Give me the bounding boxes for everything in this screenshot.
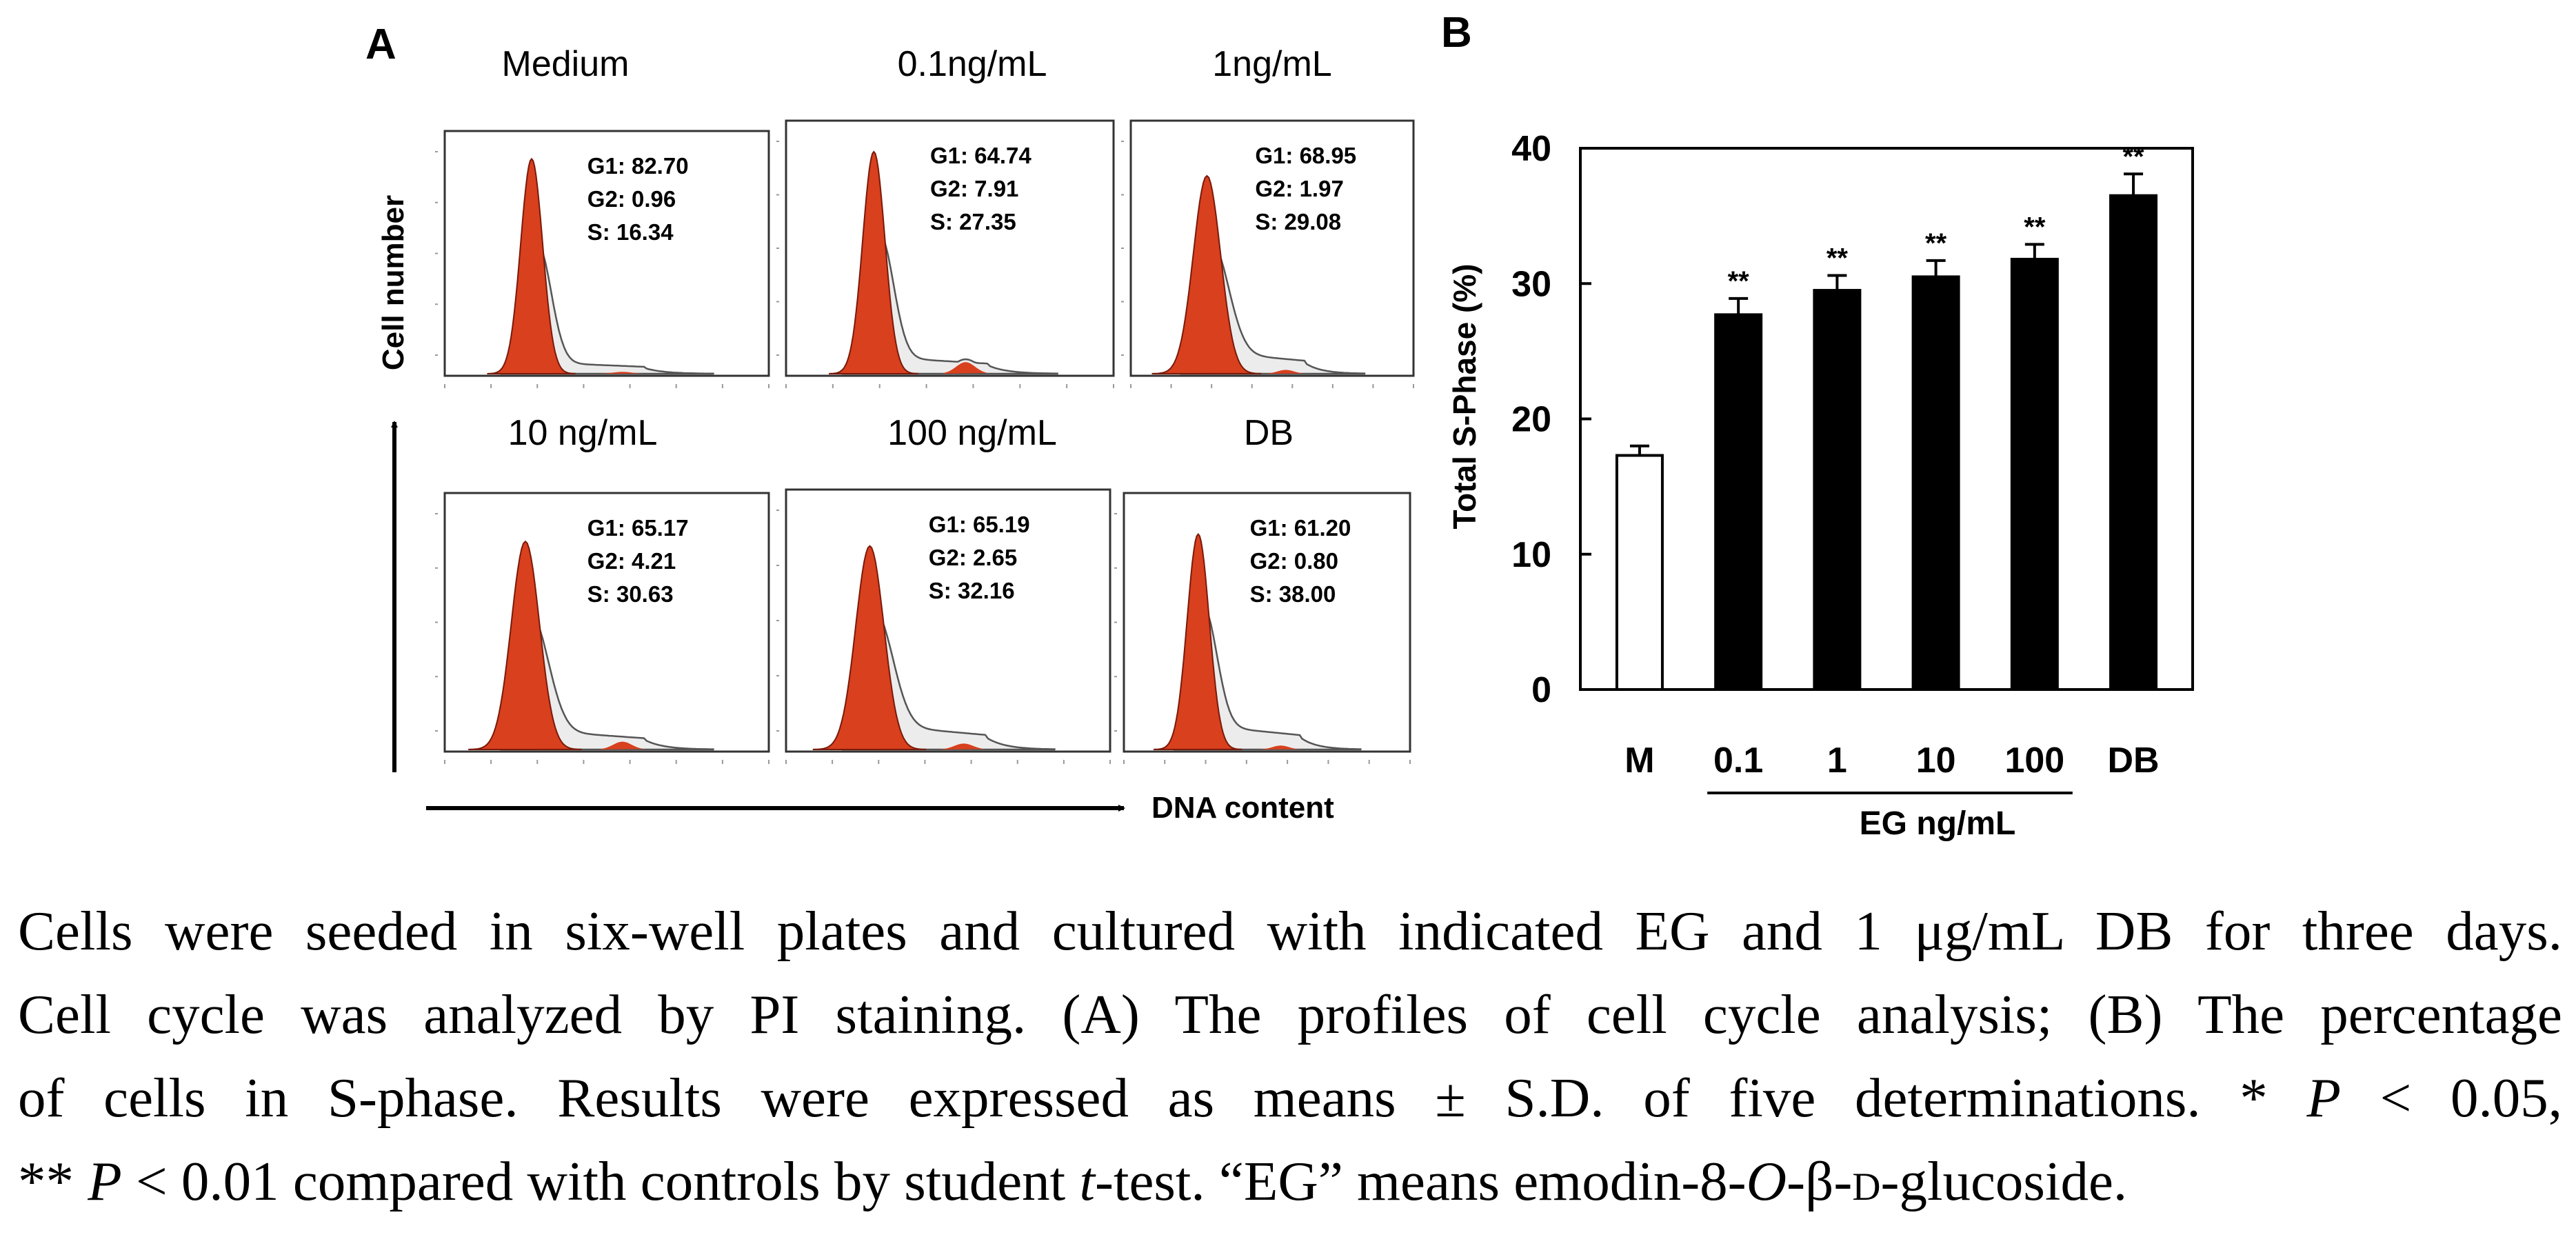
histogram-title: 0.1ng/mL <box>898 44 1047 84</box>
category-label: 0.1 <box>1713 741 1763 781</box>
y-tick-label: 10 <box>1511 535 1551 575</box>
histogram-panel: 1ng/mL G1: 68.95 G2: 1.97 S: 29.08 <box>1121 44 1415 388</box>
histogram-title: 1ng/mL <box>1212 44 1331 84</box>
g2-stat: G2: 0.96 <box>587 186 676 212</box>
bar <box>1714 313 1763 691</box>
g2-peak-fill <box>941 743 986 750</box>
histogram-frame <box>443 492 770 753</box>
caption-line-3: of cells in S-phase. Results were expres… <box>18 1067 2562 1129</box>
y-tick-label: 20 <box>1511 400 1551 440</box>
g2-peak-fill <box>1261 745 1300 750</box>
g1-peak-fill <box>1151 174 1262 375</box>
histogram-panel: 100 ng/mL G1: 65.19 G2: 2.65 S: 32.16 <box>776 413 1111 764</box>
caption-line-4: ** P < 0.01 compared with controls by st… <box>18 1150 2128 1212</box>
g2-peak-fill <box>1267 370 1305 374</box>
s-stat: S: 16.34 <box>587 219 674 245</box>
g2-stat: G2: 0.80 <box>1250 548 1338 574</box>
g2-peak-fill <box>943 362 988 374</box>
category-label: 100 <box>2004 741 2064 781</box>
cell-number-axis-label: Cell number <box>376 195 410 370</box>
g1-stat: G1: 82.70 <box>587 153 689 179</box>
histogram-title: DB <box>1244 413 1294 453</box>
x-axis-label: EG ng/mL <box>1860 805 2016 842</box>
histogram-panel: 10 ng/mL G1: 65.17 G2: 4.21 S: 30.63 <box>435 413 770 764</box>
histogram-frame <box>1129 119 1415 377</box>
bar <box>1813 289 1862 691</box>
bar <box>1911 275 1960 691</box>
s-stat: S: 32.16 <box>929 578 1015 603</box>
g1-peak-fill <box>467 540 582 751</box>
figure-caption: Cells were seeded in six-well plates and… <box>18 889 2562 1223</box>
significance-marker: ** <box>1925 228 1947 259</box>
bar <box>2010 257 2059 691</box>
y-tick-label: 40 <box>1511 129 1551 169</box>
plot-frame <box>1579 147 2194 691</box>
significance-marker: ** <box>2122 141 2144 172</box>
panel-b-letter: B <box>1441 9 1472 57</box>
caption-line-1: Cells were seeded in six-well plates and… <box>18 900 2562 962</box>
histogram-title: 10 ng/mL <box>508 413 658 453</box>
histogram-title: 100 ng/mL <box>887 413 1057 453</box>
bar <box>1615 454 1664 691</box>
y-tick-label: 30 <box>1511 264 1551 304</box>
dna-content-axis-label: DNA content <box>1151 791 1334 825</box>
category-label: 10 <box>1916 741 1956 781</box>
histogram-title: Medium <box>502 44 630 84</box>
histogram-frame <box>443 130 770 377</box>
g1-peak-fill <box>828 150 918 375</box>
category-label: DB <box>2108 741 2160 781</box>
histogram-panel: 0.1ng/mL G1: 64.74 G2: 7.91 S: 27.35 <box>776 44 1115 388</box>
histogram-panel: DB G1: 61.20 G2: 0.80 S: 38.00 <box>1114 413 1411 764</box>
g1-stat: G1: 61.20 <box>1250 515 1351 541</box>
g1-stat: G1: 65.17 <box>587 515 689 541</box>
g1-stat: G1: 68.95 <box>1255 143 1356 168</box>
g2-stat: G2: 4.21 <box>587 548 676 574</box>
s-stat: S: 29.08 <box>1255 209 1341 234</box>
g2-stat: G2: 1.97 <box>1255 176 1343 201</box>
y-tick-label: 0 <box>1531 670 1551 710</box>
category-label: 1 <box>1827 741 1847 781</box>
s-stat: S: 38.00 <box>1250 581 1336 607</box>
significance-marker: ** <box>2024 212 2046 242</box>
significance-marker: ** <box>1827 243 1849 273</box>
caption-line-2: Cell cycle was analyzed by PI staining. … <box>18 983 2562 1045</box>
significance-marker: ** <box>1728 266 1750 296</box>
g1-stat: G1: 64.74 <box>930 143 1032 168</box>
histogram-panel: Medium G1: 82.70 G2: 0.96 S: 16.34 <box>435 44 770 388</box>
bar <box>2109 194 2158 691</box>
histogram-frame <box>785 119 1115 377</box>
category-label: M <box>1624 741 1654 781</box>
g1-peak-fill <box>1153 532 1242 751</box>
s-stat: S: 30.63 <box>587 581 674 607</box>
g1-peak-fill <box>487 157 576 375</box>
histogram-frame <box>785 488 1111 753</box>
y-axis-label: Total S-Phase (%) <box>1447 263 1482 529</box>
g2-stat: G2: 2.65 <box>929 545 1017 570</box>
g2-peak-fill <box>600 741 645 750</box>
s-stat: S: 27.35 <box>930 209 1016 234</box>
histogram-frame <box>1123 492 1411 753</box>
g2-stat: G2: 7.91 <box>930 176 1018 201</box>
g1-stat: G1: 65.19 <box>929 512 1030 537</box>
panel-a: A Cell number DNA content Medium G1: 82.7… <box>365 21 1415 825</box>
panel-a-letter: A <box>365 21 396 68</box>
g2-peak-fill <box>600 372 645 374</box>
g1-peak-fill <box>812 545 927 751</box>
panel-b: B Total S-Phase (%) EG ng/mL 0 10 20 30 40 M *… <box>1441 9 2194 842</box>
